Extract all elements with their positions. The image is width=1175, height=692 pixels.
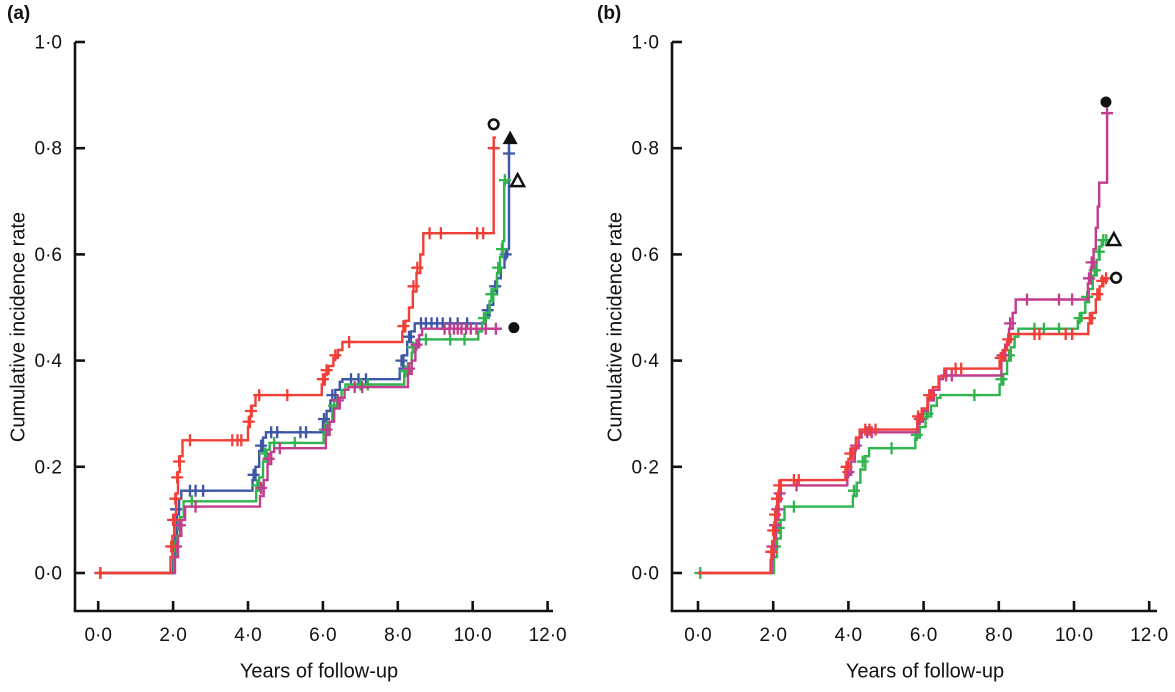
x-tick-label: 4·0 <box>234 625 261 646</box>
end-marker-open-triangle <box>1105 230 1123 247</box>
step-curve-magenta <box>98 327 502 575</box>
panel-b-label: (b) <box>597 3 622 24</box>
y-tick-label: 0·8 <box>35 139 62 160</box>
end-marker-filled-circle <box>1100 96 1112 108</box>
x-tick-label: 0·0 <box>84 625 111 646</box>
x-tick-label: 10·0 <box>1055 625 1093 646</box>
panel-a-plot: 0·0 0·2 0·4 0·6 0·8 1·0 0·0 2·0 4·0 6·0 8·0 10·0 12·… <box>35 33 567 647</box>
panel-b-plot: 0·0 0·2 0·4 0·6 0·8 1·0 0·0 2·0 4·0 6·0 8·0 10·0 12·… <box>632 33 1169 647</box>
x-tick-label: 2·0 <box>759 625 786 646</box>
y-tick-label: 0·6 <box>35 245 62 266</box>
step-curve-red <box>698 277 1109 575</box>
panel-a-series-blue <box>94 130 518 579</box>
y-tick-label: 0·6 <box>632 245 659 266</box>
panel-b-x-axis-title: Years of follow-up <box>845 660 1005 683</box>
x-tick-label: 4·0 <box>835 625 862 646</box>
end-marker-filled-triangle <box>502 130 518 145</box>
x-tick-label: 6·0 <box>309 625 336 646</box>
panel-a-series-magenta <box>98 322 520 575</box>
step-curve-green <box>98 181 509 575</box>
y-tick-label: 0·2 <box>35 457 62 478</box>
y-tick-label: 0·0 <box>632 564 659 585</box>
panel-a-label: (a) <box>7 3 31 24</box>
end-marker-filled-circle <box>508 322 520 334</box>
x-tick-label: 10·0 <box>454 625 492 646</box>
x-tick-label: 12·0 <box>1130 625 1168 646</box>
x-tick-label: 2·0 <box>159 625 186 646</box>
y-tick-label: 0·2 <box>632 457 659 478</box>
x-tick-label: 8·0 <box>985 625 1012 646</box>
end-marker-open-triangle <box>509 171 527 188</box>
y-tick-label: 0·4 <box>632 351 660 372</box>
panel-a-x-axis-title: Years of follow-up <box>239 660 399 683</box>
end-marker-open-circle <box>1110 271 1123 284</box>
censor-marks-green <box>694 234 1113 579</box>
panel-b-series-red <box>698 271 1123 575</box>
panel-a-series-red <box>94 118 500 579</box>
censor-marks-green <box>169 174 511 553</box>
x-tick-label: 0·0 <box>684 625 711 646</box>
y-tick-label: 0·0 <box>35 564 62 585</box>
step-curve-red <box>98 136 496 575</box>
panel-b-series-green <box>694 230 1123 579</box>
step-curve-magenta <box>698 113 1109 575</box>
x-tick-label: 6·0 <box>910 625 937 646</box>
censor-marks-blue <box>94 147 515 579</box>
y-tick-label: 1·0 <box>35 33 62 54</box>
step-curve-blue <box>98 139 511 575</box>
y-tick-label: 0·4 <box>35 351 63 372</box>
step-curve-green <box>698 238 1110 575</box>
censor-marks-red <box>765 272 1112 558</box>
x-tick-label: 8·0 <box>384 625 411 646</box>
x-tick-label: 12·0 <box>529 625 567 646</box>
y-tick-label: 0·8 <box>632 139 659 160</box>
end-marker-open-circle <box>487 118 500 131</box>
censor-marks-red <box>94 142 500 579</box>
y-tick-label: 1·0 <box>632 33 659 54</box>
